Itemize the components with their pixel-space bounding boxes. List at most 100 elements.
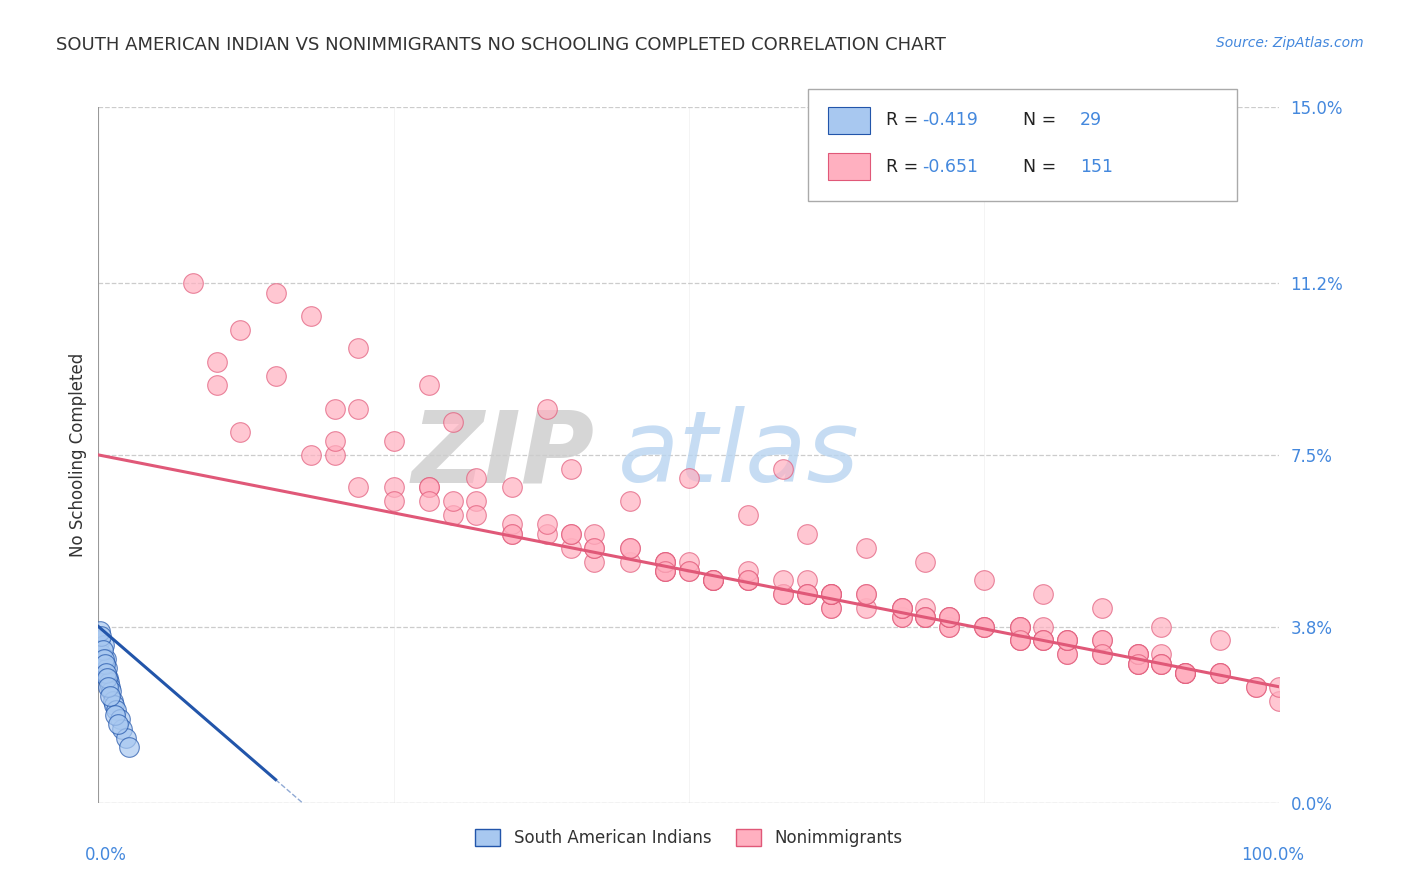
Point	[1150, 657, 1173, 671]
Point	[796, 587, 818, 601]
Point	[1032, 633, 1054, 648]
Point	[938, 610, 960, 624]
Point	[1244, 680, 1267, 694]
Point	[654, 564, 676, 578]
Point	[772, 573, 794, 587]
Point	[583, 526, 606, 541]
Point	[973, 619, 995, 633]
Point	[772, 462, 794, 476]
Point	[1008, 633, 1031, 648]
Point	[914, 555, 936, 569]
Point	[890, 610, 912, 624]
Point	[702, 573, 724, 587]
Text: R =: R =	[886, 158, 924, 176]
Point	[737, 564, 759, 578]
Point	[104, 707, 127, 722]
Point	[973, 619, 995, 633]
Point	[382, 480, 405, 494]
Text: -0.651: -0.651	[922, 158, 979, 176]
Point	[1008, 619, 1031, 633]
Text: R =: R =	[886, 112, 924, 129]
Point	[796, 587, 818, 601]
Point	[855, 541, 877, 555]
Point	[118, 740, 141, 755]
Text: N =: N =	[1012, 158, 1062, 176]
Point	[465, 494, 488, 508]
Point	[91, 657, 114, 671]
Point	[1032, 633, 1054, 648]
Point	[583, 541, 606, 555]
Point	[264, 369, 287, 384]
Point	[91, 665, 114, 680]
Point	[737, 573, 759, 587]
Point	[914, 610, 936, 624]
Point	[772, 587, 794, 601]
Point	[938, 610, 960, 624]
Point	[323, 434, 346, 448]
Point	[737, 573, 759, 587]
Point	[1126, 648, 1149, 662]
Point	[938, 610, 960, 624]
Point	[1056, 633, 1078, 648]
Point	[855, 601, 877, 615]
Point	[299, 448, 322, 462]
Point	[1056, 633, 1078, 648]
Point	[181, 277, 204, 291]
Point	[108, 712, 131, 726]
Point	[1244, 680, 1267, 694]
Point	[382, 434, 405, 448]
Point	[890, 601, 912, 615]
Point	[536, 401, 558, 416]
Point	[678, 555, 700, 569]
Point	[678, 564, 700, 578]
Point	[418, 480, 440, 494]
Point	[702, 573, 724, 587]
Point	[1056, 633, 1078, 648]
Point	[418, 378, 440, 392]
Point	[299, 309, 322, 323]
Point	[1091, 648, 1114, 662]
Point	[890, 610, 912, 624]
Point	[1126, 657, 1149, 671]
Point	[98, 675, 121, 690]
Legend: South American Indians, Nonimmigrants: South American Indians, Nonimmigrants	[468, 822, 910, 854]
Point	[973, 573, 995, 587]
Point	[1150, 657, 1173, 671]
Point	[229, 323, 252, 337]
Point	[94, 665, 117, 680]
Text: SOUTH AMERICAN INDIAN VS NONIMMIGRANTS NO SCHOOLING COMPLETED CORRELATION CHART: SOUTH AMERICAN INDIAN VS NONIMMIGRANTS N…	[56, 36, 946, 54]
Point	[347, 341, 370, 355]
Point	[619, 494, 641, 508]
Point	[111, 722, 134, 736]
Point	[654, 564, 676, 578]
Point	[323, 448, 346, 462]
Point	[1091, 648, 1114, 662]
Point	[441, 494, 464, 508]
Point	[820, 587, 842, 601]
Point	[914, 610, 936, 624]
Point	[93, 652, 115, 666]
Point	[1032, 587, 1054, 601]
Point	[96, 671, 118, 685]
Point	[737, 573, 759, 587]
Point	[654, 555, 676, 569]
Point	[820, 587, 842, 601]
Point	[1008, 633, 1031, 648]
Point	[820, 587, 842, 601]
Point	[382, 494, 405, 508]
Point	[820, 587, 842, 601]
Point	[1150, 619, 1173, 633]
Point	[560, 526, 582, 541]
Point	[347, 401, 370, 416]
Point	[1209, 665, 1232, 680]
Point	[1091, 633, 1114, 648]
Point	[772, 587, 794, 601]
Point	[560, 526, 582, 541]
Point	[1032, 619, 1054, 633]
Point	[205, 378, 228, 392]
Point	[737, 508, 759, 523]
Text: 29: 29	[1080, 112, 1102, 129]
Point	[820, 601, 842, 615]
Point	[90, 648, 112, 662]
Point	[796, 573, 818, 587]
